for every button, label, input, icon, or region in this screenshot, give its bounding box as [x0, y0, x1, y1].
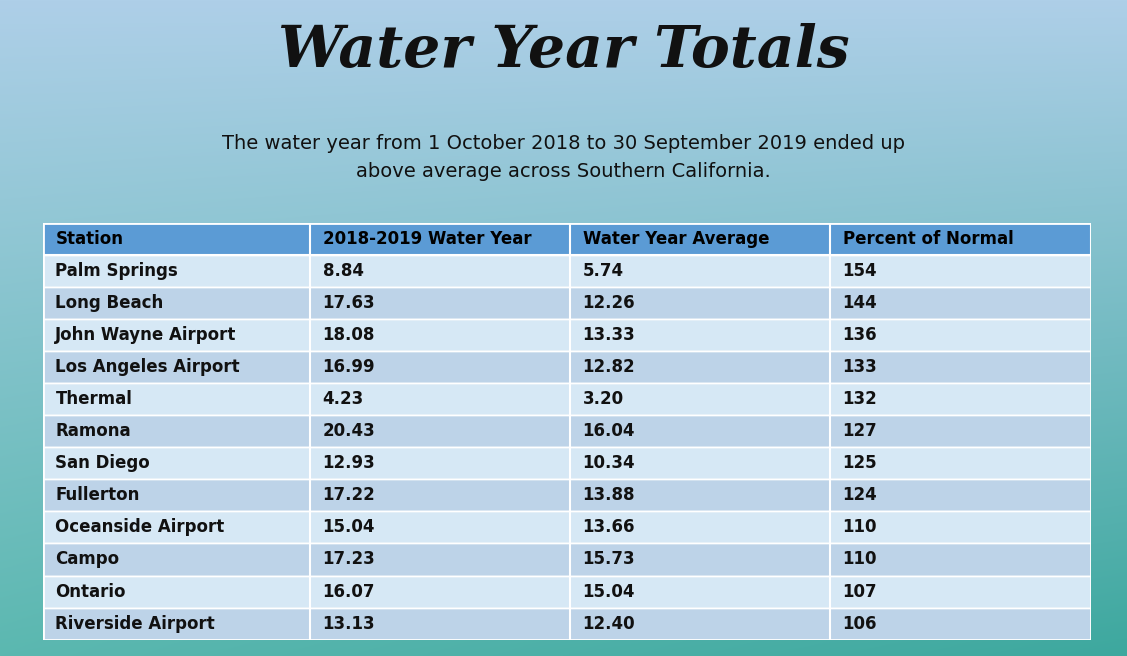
Text: Fullerton: Fullerton — [55, 486, 140, 504]
Text: San Diego: San Diego — [55, 455, 150, 472]
Text: The water year from 1 October 2018 to 30 September 2019 ended up
above average a: The water year from 1 October 2018 to 30… — [222, 134, 905, 182]
Text: 2018-2019 Water Year: 2018-2019 Water Year — [322, 230, 531, 248]
Text: 136: 136 — [843, 326, 877, 344]
Text: Palm Springs: Palm Springs — [55, 262, 178, 280]
Text: John Wayne Airport: John Wayne Airport — [55, 326, 237, 344]
Text: 16.07: 16.07 — [322, 583, 375, 600]
Text: 8.84: 8.84 — [322, 262, 364, 280]
Bar — [43, 223, 1091, 255]
Text: 144: 144 — [843, 294, 877, 312]
Text: Long Beach: Long Beach — [55, 294, 163, 312]
Text: 15.73: 15.73 — [583, 550, 636, 569]
Bar — [43, 543, 1091, 575]
Text: 110: 110 — [843, 550, 877, 569]
Text: 127: 127 — [843, 422, 877, 440]
Text: Los Angeles Airport: Los Angeles Airport — [55, 358, 240, 377]
Text: 16.04: 16.04 — [583, 422, 636, 440]
Text: Thermal: Thermal — [55, 390, 132, 408]
Text: 12.40: 12.40 — [583, 615, 636, 632]
Text: Campo: Campo — [55, 550, 119, 569]
Text: 124: 124 — [843, 486, 877, 504]
Text: 13.66: 13.66 — [583, 518, 636, 537]
Text: 107: 107 — [843, 583, 877, 600]
Text: Riverside Airport: Riverside Airport — [55, 615, 215, 632]
Text: 132: 132 — [843, 390, 877, 408]
Text: 125: 125 — [843, 455, 877, 472]
Text: 18.08: 18.08 — [322, 326, 375, 344]
Text: 16.99: 16.99 — [322, 358, 375, 377]
Bar — [43, 512, 1091, 543]
Text: 15.04: 15.04 — [583, 583, 636, 600]
Bar — [43, 351, 1091, 383]
Text: 12.93: 12.93 — [322, 455, 375, 472]
Text: Oceanside Airport: Oceanside Airport — [55, 518, 224, 537]
Text: 17.23: 17.23 — [322, 550, 375, 569]
Bar — [43, 607, 1091, 640]
Text: Ramona: Ramona — [55, 422, 131, 440]
Text: 12.26: 12.26 — [583, 294, 636, 312]
Text: Station: Station — [55, 230, 123, 248]
Text: 5.74: 5.74 — [583, 262, 623, 280]
Text: 12.82: 12.82 — [583, 358, 636, 377]
Text: 154: 154 — [843, 262, 877, 280]
Text: Ontario: Ontario — [55, 583, 126, 600]
Text: 17.63: 17.63 — [322, 294, 375, 312]
Text: Water Year Average: Water Year Average — [583, 230, 769, 248]
Text: 13.88: 13.88 — [583, 486, 636, 504]
Text: Water Year Totals: Water Year Totals — [277, 23, 850, 79]
Bar — [43, 415, 1091, 447]
Text: 13.13: 13.13 — [322, 615, 375, 632]
Text: 10.34: 10.34 — [583, 455, 636, 472]
Text: 106: 106 — [843, 615, 877, 632]
Text: 3.20: 3.20 — [583, 390, 623, 408]
Text: 15.04: 15.04 — [322, 518, 375, 537]
Bar — [43, 319, 1091, 351]
Text: 13.33: 13.33 — [583, 326, 636, 344]
Text: 110: 110 — [843, 518, 877, 537]
Text: 133: 133 — [843, 358, 877, 377]
Bar — [43, 255, 1091, 287]
Bar — [43, 287, 1091, 319]
Bar — [43, 575, 1091, 607]
Bar — [43, 383, 1091, 415]
Bar — [43, 480, 1091, 512]
Text: 4.23: 4.23 — [322, 390, 364, 408]
Text: Percent of Normal: Percent of Normal — [843, 230, 1013, 248]
Bar — [43, 447, 1091, 480]
Text: 17.22: 17.22 — [322, 486, 375, 504]
Text: 20.43: 20.43 — [322, 422, 375, 440]
